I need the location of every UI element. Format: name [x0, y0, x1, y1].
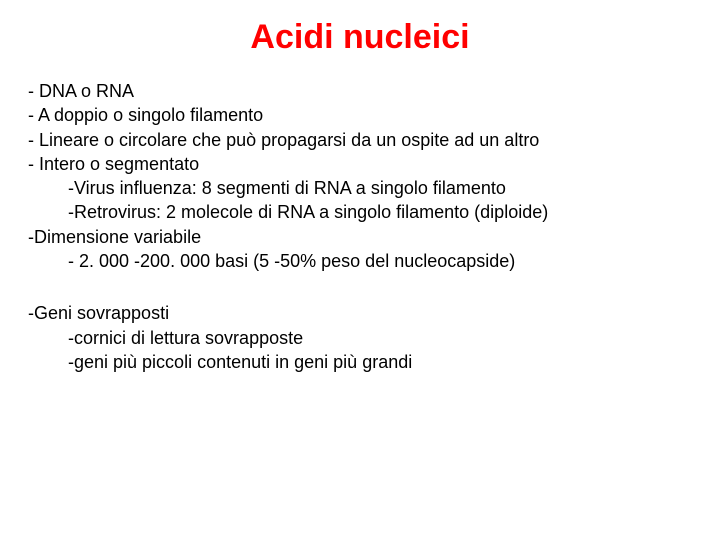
bullet-line: - DNA o RNA	[28, 79, 692, 103]
content-block-1: - DNA o RNA - A doppio o singolo filamen…	[28, 79, 692, 273]
bullet-line: -cornici di lettura sovrapposte	[28, 326, 692, 350]
bullet-line: -geni più piccoli contenuti in geni più …	[28, 350, 692, 374]
bullet-line: -Dimensione variabile	[28, 225, 692, 249]
bullet-line: -Retrovirus: 2 molecole di RNA a singolo…	[28, 200, 692, 224]
bullet-line: - A doppio o singolo filamento	[28, 103, 692, 127]
bullet-line: - 2. 000 -200. 000 basi (5 -50% peso del…	[28, 249, 692, 273]
content-block-2: -Geni sovrapposti -cornici di lettura so…	[28, 301, 692, 374]
bullet-line: - Intero o segmentato	[28, 152, 692, 176]
spacer	[28, 273, 692, 301]
bullet-line: -Geni sovrapposti	[28, 301, 692, 325]
bullet-line: - Lineare o circolare che può propagarsi…	[28, 128, 692, 152]
slide-title: Acidi nucleici	[28, 18, 692, 57]
bullet-line: -Virus influenza: 8 segmenti di RNA a si…	[28, 176, 692, 200]
slide: Acidi nucleici - DNA o RNA - A doppio o …	[0, 0, 720, 374]
